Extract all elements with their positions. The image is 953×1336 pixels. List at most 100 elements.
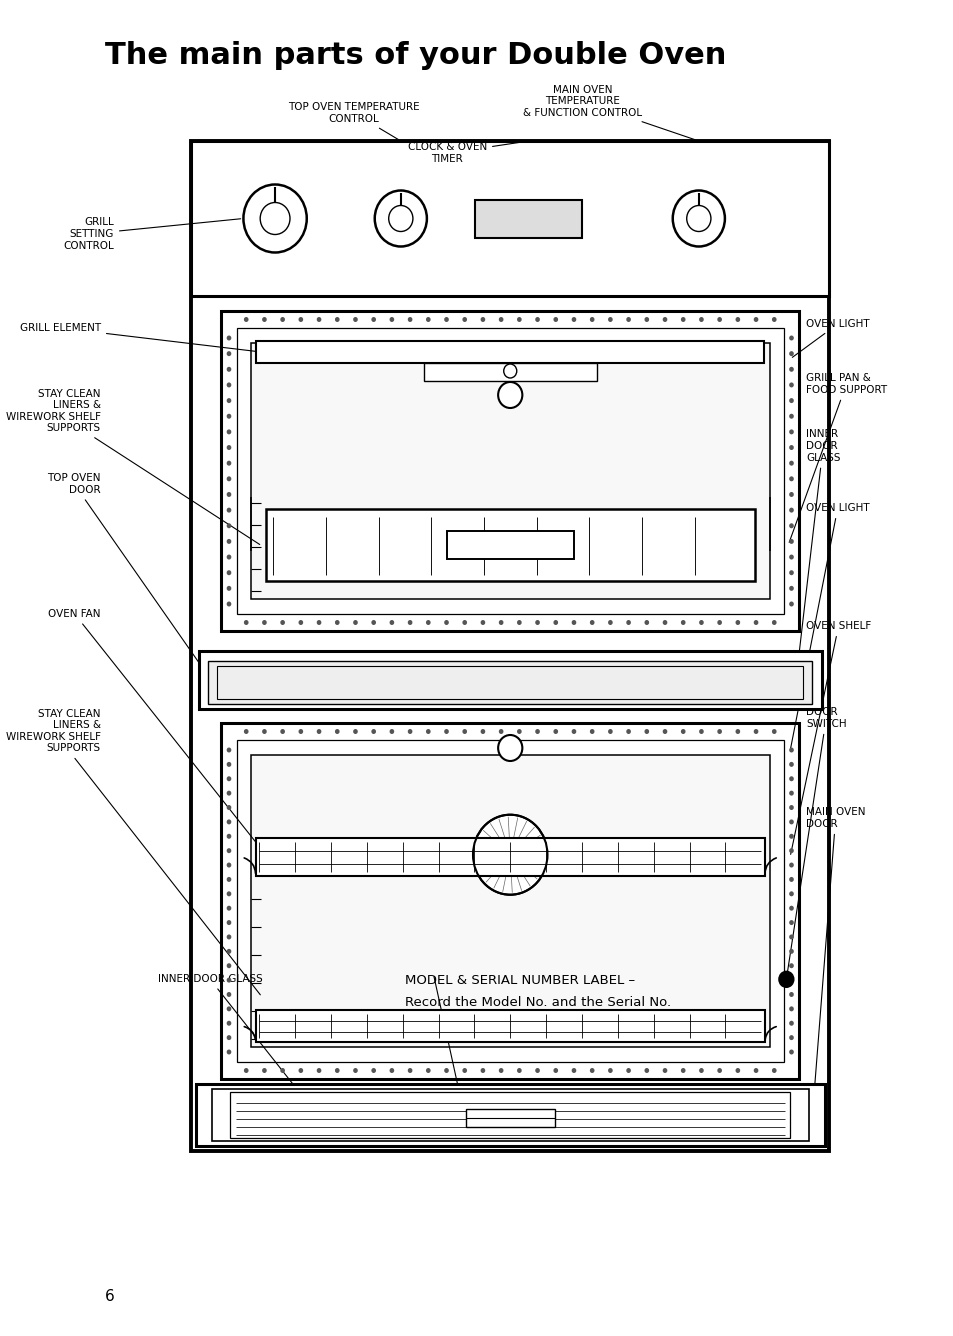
- Circle shape: [788, 570, 793, 576]
- Circle shape: [788, 834, 793, 839]
- Circle shape: [753, 729, 758, 733]
- Circle shape: [735, 317, 740, 322]
- Circle shape: [444, 317, 448, 322]
- Circle shape: [389, 729, 394, 733]
- Text: Record the Model No. and the Serial No.: Record the Model No. and the Serial No.: [405, 997, 671, 1009]
- Circle shape: [371, 620, 375, 625]
- Circle shape: [788, 921, 793, 925]
- Circle shape: [788, 748, 793, 752]
- Circle shape: [788, 863, 793, 867]
- Circle shape: [788, 991, 793, 997]
- Circle shape: [788, 477, 793, 481]
- Circle shape: [571, 1067, 576, 1073]
- Text: GRILL
SETTING
CONTROL: GRILL SETTING CONTROL: [63, 218, 240, 251]
- Circle shape: [571, 317, 576, 322]
- Circle shape: [227, 819, 231, 824]
- Circle shape: [227, 978, 231, 982]
- Circle shape: [788, 461, 793, 466]
- Circle shape: [298, 729, 303, 733]
- Circle shape: [480, 620, 485, 625]
- Text: INNER
DOOR
GLASS: INNER DOOR GLASS: [794, 429, 840, 688]
- Circle shape: [227, 335, 231, 341]
- Circle shape: [227, 762, 231, 767]
- Circle shape: [227, 963, 231, 969]
- Circle shape: [625, 1067, 630, 1073]
- Circle shape: [353, 1067, 357, 1073]
- Circle shape: [788, 367, 793, 371]
- Circle shape: [280, 620, 285, 625]
- Bar: [191, 142, 828, 1152]
- Circle shape: [662, 317, 667, 322]
- Circle shape: [717, 1067, 721, 1073]
- Circle shape: [262, 729, 267, 733]
- Circle shape: [589, 1067, 594, 1073]
- Circle shape: [498, 317, 503, 322]
- Text: TOP OVEN TEMPERATURE
CONTROL: TOP OVEN TEMPERATURE CONTROL: [288, 103, 419, 139]
- Circle shape: [753, 317, 758, 322]
- Circle shape: [788, 335, 793, 341]
- Circle shape: [788, 848, 793, 854]
- Circle shape: [353, 317, 357, 322]
- Circle shape: [407, 1067, 412, 1073]
- Bar: [198, 651, 821, 709]
- Circle shape: [353, 620, 357, 625]
- Circle shape: [280, 1067, 285, 1073]
- Circle shape: [227, 949, 231, 954]
- Bar: [208, 661, 812, 704]
- Circle shape: [262, 317, 267, 322]
- Circle shape: [644, 317, 648, 322]
- Circle shape: [662, 729, 667, 733]
- Circle shape: [680, 317, 685, 322]
- Circle shape: [788, 949, 793, 954]
- Circle shape: [426, 729, 430, 733]
- Circle shape: [735, 1067, 740, 1073]
- Circle shape: [699, 729, 703, 733]
- Circle shape: [244, 729, 249, 733]
- Bar: [423, 363, 596, 381]
- Circle shape: [244, 620, 249, 625]
- Circle shape: [227, 570, 231, 576]
- Circle shape: [388, 206, 413, 231]
- Circle shape: [227, 587, 231, 591]
- Bar: [212, 1089, 808, 1141]
- Circle shape: [444, 1067, 448, 1073]
- Circle shape: [227, 991, 231, 997]
- Circle shape: [788, 601, 793, 607]
- Bar: [475, 199, 581, 238]
- Circle shape: [227, 429, 231, 434]
- Circle shape: [553, 317, 558, 322]
- Bar: [446, 530, 573, 560]
- Circle shape: [571, 620, 576, 625]
- Circle shape: [644, 729, 648, 733]
- Circle shape: [680, 729, 685, 733]
- Text: GRILL ELEMENT: GRILL ELEMENT: [20, 323, 267, 353]
- Circle shape: [535, 729, 539, 733]
- Circle shape: [444, 620, 448, 625]
- Circle shape: [625, 729, 630, 733]
- Text: OVEN FAN: OVEN FAN: [49, 609, 264, 852]
- Circle shape: [788, 508, 793, 513]
- Circle shape: [389, 620, 394, 625]
- Circle shape: [589, 729, 594, 733]
- Circle shape: [535, 317, 539, 322]
- Circle shape: [244, 317, 249, 322]
- Text: STAY CLEAN
LINERS &
WIREWORK SHELF
SUPPORTS: STAY CLEAN LINERS & WIREWORK SHELF SUPPO…: [6, 389, 259, 545]
- Circle shape: [227, 382, 231, 387]
- Text: MODEL & SERIAL NUMBER LABEL –: MODEL & SERIAL NUMBER LABEL –: [405, 974, 635, 987]
- Circle shape: [389, 1067, 394, 1073]
- Circle shape: [480, 729, 485, 733]
- Circle shape: [788, 1006, 793, 1011]
- Circle shape: [371, 1067, 375, 1073]
- Circle shape: [788, 414, 793, 418]
- Circle shape: [788, 963, 793, 969]
- Circle shape: [680, 1067, 685, 1073]
- Circle shape: [753, 620, 758, 625]
- Circle shape: [517, 729, 521, 733]
- Circle shape: [227, 876, 231, 882]
- Circle shape: [227, 921, 231, 925]
- Circle shape: [788, 538, 793, 544]
- Circle shape: [607, 729, 612, 733]
- Circle shape: [227, 445, 231, 450]
- Circle shape: [553, 620, 558, 625]
- Circle shape: [227, 1035, 231, 1041]
